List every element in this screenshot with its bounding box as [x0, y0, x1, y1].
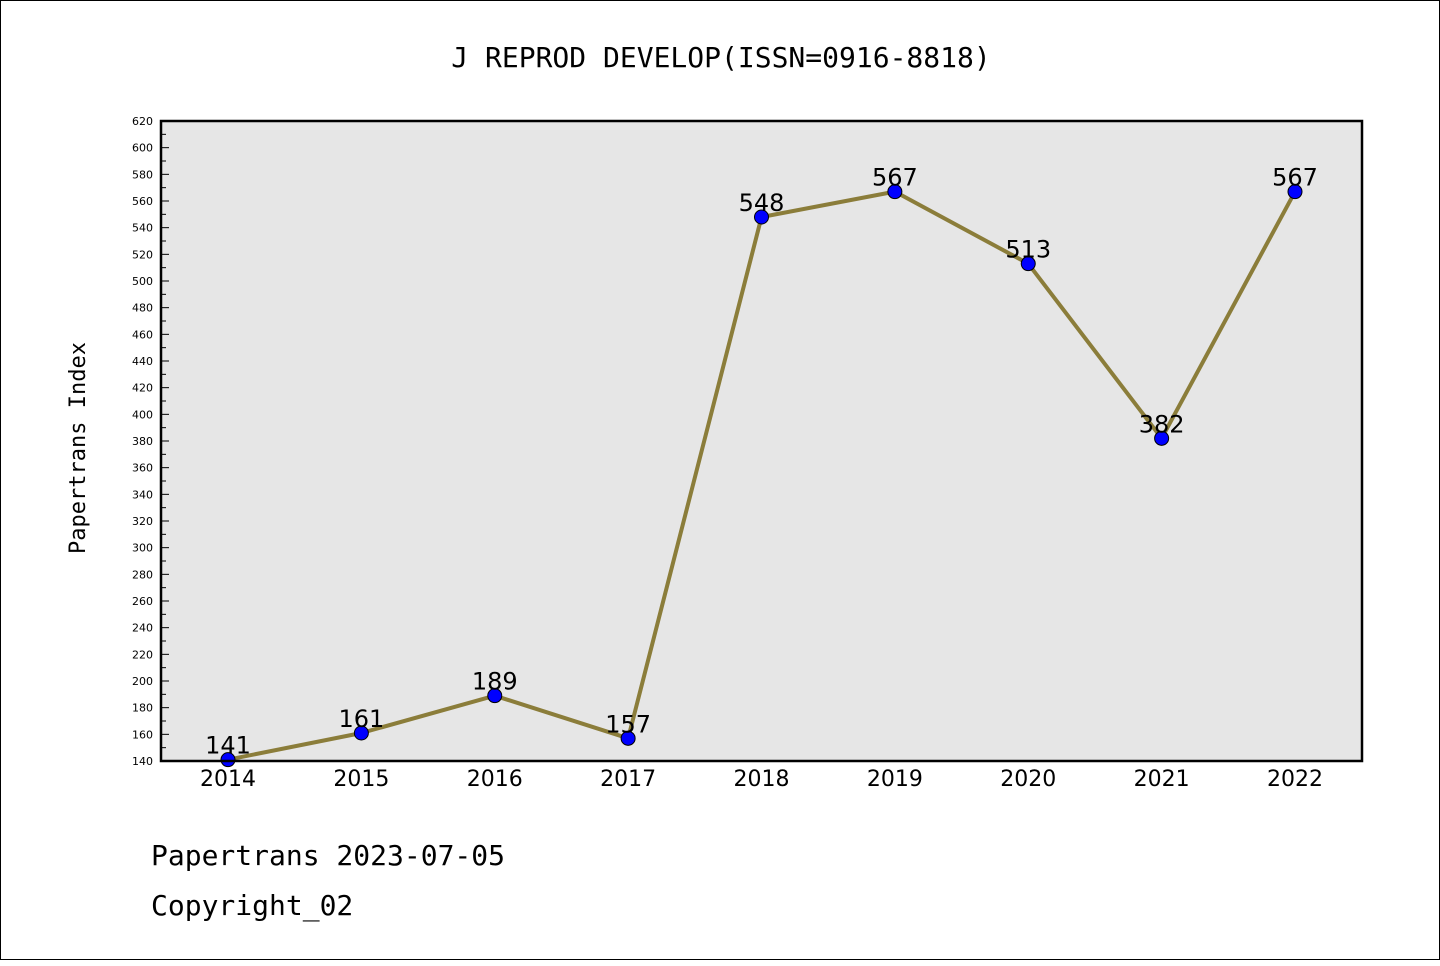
- data-point: [620, 730, 636, 746]
- y-axis-label: Papertrans Index: [66, 342, 91, 554]
- y-tick-label: 400: [132, 408, 153, 421]
- y-tick-label: 520: [132, 248, 153, 261]
- y-tick-label: 600: [132, 142, 153, 155]
- x-tick-label: 2020: [1000, 767, 1056, 792]
- y-tick-label: 260: [132, 595, 153, 608]
- x-tick-label: 2016: [467, 767, 523, 792]
- data-label: 141: [205, 732, 251, 760]
- plot-border: [159, 119, 1364, 763]
- y-tick-label: 320: [132, 515, 153, 528]
- y-tick-label: 540: [132, 222, 153, 235]
- x-tick-label: 2019: [867, 767, 923, 792]
- chart-title: J REPROD DEVELOP(ISSN=0916-8818): [451, 41, 990, 74]
- series-layer: 141 161 189 157 548 567 513 382 567: [205, 164, 1318, 768]
- x-tick-label: 2022: [1267, 767, 1323, 792]
- y-tick-label: 500: [132, 275, 153, 288]
- y-tick-label: 440: [132, 355, 153, 368]
- data-label: 157: [605, 710, 651, 738]
- data-point: [1154, 430, 1170, 446]
- x-tick-label: 2018: [734, 767, 790, 792]
- footer-copyright: Copyright_02: [151, 889, 353, 923]
- y-tick-label: 280: [132, 568, 153, 581]
- y-tick-label: 160: [132, 728, 153, 741]
- footer-date: Papertrans 2023-07-05: [151, 839, 505, 872]
- data-point: [754, 209, 769, 225]
- y-tick-label: 180: [132, 702, 153, 715]
- y-tick-label: 620: [132, 115, 153, 128]
- data-point: [887, 184, 903, 200]
- x-tick-label: 2015: [333, 767, 389, 792]
- data-point: [353, 725, 369, 741]
- y-axis: 140 160 180 200 220 240 260 280 300 320 340 360 380 4…: [132, 115, 169, 768]
- data-label: 189: [472, 668, 518, 696]
- data-label: 161: [338, 705, 384, 733]
- y-tick-label: 580: [132, 168, 153, 181]
- x-tick-label: 2021: [1134, 767, 1190, 792]
- y-tick-label: 420: [132, 382, 153, 395]
- y-tick-label: 340: [132, 488, 153, 501]
- data-label: 548: [739, 189, 785, 217]
- data-label: 567: [1272, 164, 1318, 192]
- y-tick-label: 140: [132, 755, 153, 768]
- data-point: [487, 688, 503, 704]
- y-tick-label: 480: [132, 302, 153, 315]
- y-tick-label: 240: [132, 622, 153, 635]
- data-label: 513: [1005, 236, 1051, 264]
- y-tick-label: 220: [132, 648, 153, 661]
- y-tick-label: 200: [132, 675, 153, 688]
- y-tick-label: 360: [132, 462, 153, 475]
- data-label: 567: [872, 164, 918, 192]
- x-axis: 2014 2015 2016 2017 2018 2019 2020 2021 2022: [200, 767, 1323, 792]
- data-label: 382: [1139, 410, 1185, 438]
- data-point: [1020, 256, 1036, 272]
- data-point: [1287, 184, 1303, 200]
- x-tick-label: 2014: [200, 767, 256, 792]
- data-point: [220, 752, 236, 768]
- y-tick-label: 560: [132, 195, 153, 208]
- y-tick-label: 380: [132, 435, 153, 448]
- x-tick-label: 2017: [600, 767, 656, 792]
- y-tick-label: 300: [132, 542, 153, 555]
- y-tick-label: 460: [132, 328, 153, 341]
